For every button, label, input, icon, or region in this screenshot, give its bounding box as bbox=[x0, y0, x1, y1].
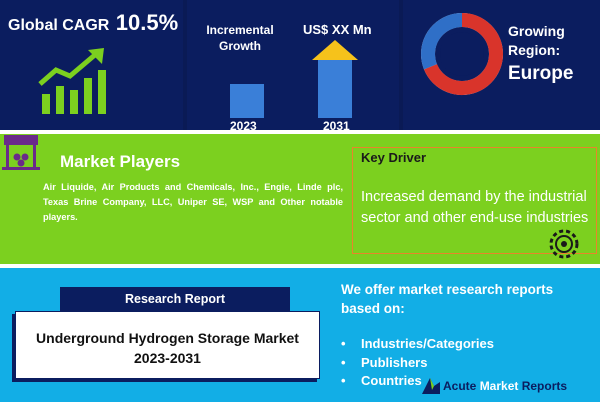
offer-heading: We offer market research reports based o… bbox=[341, 282, 554, 316]
bar-2023 bbox=[230, 84, 264, 118]
growth-chart-icon bbox=[38, 48, 106, 114]
report-title-box bbox=[15, 311, 320, 379]
bar-2031 bbox=[318, 60, 352, 118]
research-report-tab bbox=[60, 287, 290, 313]
report-title: Underground Hydrogen Storage Market 2023… bbox=[36, 330, 299, 366]
market-stall-icon bbox=[2, 135, 40, 170]
logo-part3: Reports bbox=[518, 379, 568, 393]
donut-icon bbox=[421, 13, 503, 95]
market-value-label: US$ XX Mn bbox=[303, 22, 372, 37]
key-driver-text: Increased demand by the industrial secto… bbox=[361, 189, 589, 226]
logo-part1: Acute bbox=[443, 379, 480, 393]
year-start: 2023 bbox=[230, 119, 257, 133]
cagr-value: 10.5% bbox=[115, 10, 179, 35]
market-players-text: Air Liquide, Air Products and Chemicals,… bbox=[43, 182, 343, 222]
key-driver-title: Key Driver bbox=[361, 150, 427, 165]
growing-region-value: Europe bbox=[508, 63, 574, 84]
cagr-label: Global CAGR bbox=[8, 17, 110, 34]
gear-icon bbox=[549, 229, 579, 259]
market-players-title: Market Players bbox=[60, 152, 181, 171]
cagr-text: Global CAGR 10.5% bbox=[8, 10, 178, 36]
arrow-up-icon bbox=[312, 40, 358, 60]
offer-list: • Industries/Categories • Publishers • Coun… bbox=[341, 336, 494, 392]
logo-part2: Market bbox=[479, 379, 519, 393]
growth-panel bbox=[187, 0, 399, 130]
logo-icon bbox=[422, 378, 440, 394]
offer-item: • Countries bbox=[341, 373, 422, 388]
offer-item: • Industries/Categories bbox=[341, 336, 494, 351]
research-report-label: Research Report bbox=[124, 292, 226, 306]
offer-item: • Publishers bbox=[341, 354, 428, 370]
year-end: 2031 bbox=[323, 119, 350, 133]
growing-region-label: Growing Region: bbox=[508, 23, 565, 58]
market-players-band bbox=[0, 134, 600, 264]
company-logo-text: Acute Market Reports bbox=[443, 379, 567, 393]
incremental-growth-label: Incremental Growth bbox=[206, 23, 274, 53]
key-driver-box bbox=[352, 147, 597, 254]
